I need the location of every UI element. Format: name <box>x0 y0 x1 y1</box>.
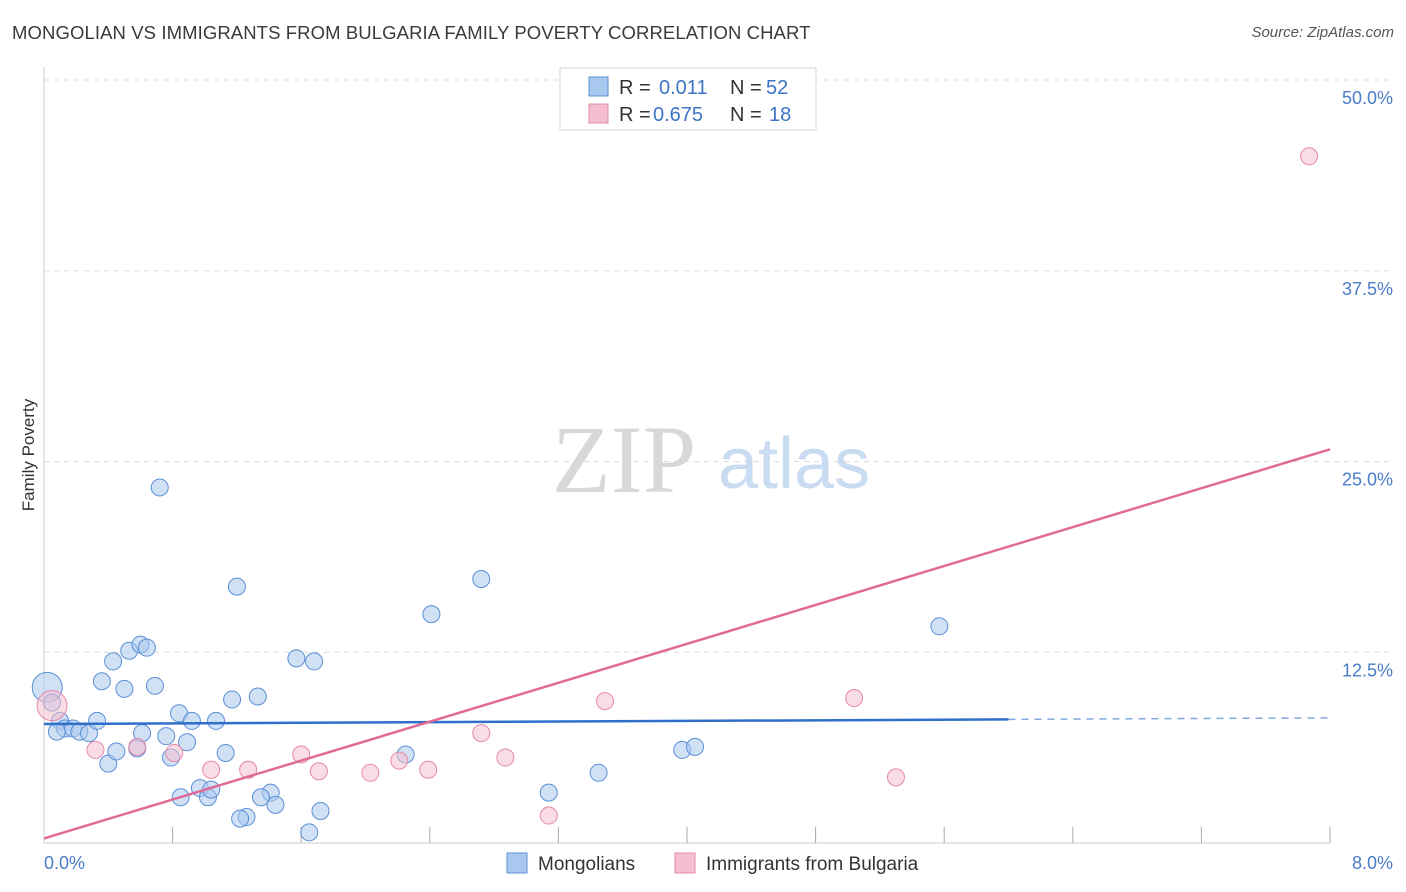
legend-r-value-2: 0.675 <box>653 104 703 126</box>
mongolian-point-35 <box>305 652 324 671</box>
mongolian-point-46 <box>589 763 608 782</box>
mongolian-point-49 <box>930 617 949 636</box>
bulgaria-point-4 <box>202 760 221 779</box>
x-tick-label-1: 8.0% <box>1352 853 1393 873</box>
y-tick-label-1: 25.0% <box>1342 470 1393 490</box>
mongolian-point-26 <box>216 743 235 762</box>
bulgaria-point-5 <box>239 760 258 779</box>
mongolian-point-25 <box>207 711 226 730</box>
bulgaria-trend-line <box>43 448 1331 840</box>
legend-n-value-2: 18 <box>769 104 791 126</box>
legend-n-value-1: 52 <box>766 77 788 99</box>
bulgaria-point-13 <box>539 806 558 825</box>
mongolians-trend-line <box>43 718 1009 726</box>
chart-title: MONGOLIAN VS IMMIGRANTS FROM BULGARIA FA… <box>12 22 811 43</box>
x-tick-labels: 0.0% 8.0% <box>44 853 1393 873</box>
legend-swatch-pink <box>588 103 609 124</box>
mongolian-point-50 <box>252 788 271 807</box>
y-tick-labels: 12.5% 25.0% 37.5% 50.0% <box>1342 88 1393 680</box>
top-legend: R = 0.011 N = 52 R = 0.675 N = 18 <box>559 67 817 131</box>
mongolians-trend-extension <box>1008 717 1331 721</box>
bulgaria-point-9 <box>390 751 409 770</box>
mongolian-point-34 <box>300 823 319 842</box>
mongolian-point-36 <box>311 801 330 820</box>
mongolian-point-27 <box>223 690 242 709</box>
mongolian-point-10 <box>104 652 123 671</box>
mongolian-point-43 <box>422 605 441 624</box>
legend-swatch-blue <box>588 76 609 97</box>
bulgaria-point-2 <box>128 737 147 756</box>
mongolian-point-15 <box>145 676 164 695</box>
mongolian-point-14 <box>137 638 156 657</box>
bulgaria-point-15 <box>845 689 864 708</box>
bulgaria-point-17 <box>1300 147 1319 166</box>
y-tick-label-0: 12.5% <box>1342 660 1393 680</box>
bottom-legend-mongolians: Mongolians <box>538 854 635 875</box>
bulgaria-point-10 <box>419 760 438 779</box>
bulgaria-point-0 <box>36 690 68 722</box>
mongolian-point-30 <box>248 687 267 706</box>
legend-r-label-1: R = <box>619 77 651 99</box>
mongolian-point-32 <box>266 795 285 814</box>
bulgaria-point-11 <box>472 724 491 743</box>
watermark-zip: ZIP <box>552 406 696 513</box>
bottom-legend: Mongolians Immigrants from Bulgaria <box>506 852 919 875</box>
mongolian-point-38 <box>107 742 126 761</box>
bulgaria-point-1 <box>86 740 105 759</box>
mongolian-point-45 <box>539 783 558 802</box>
bulgaria-points <box>36 147 1319 825</box>
mongolians-points <box>31 478 949 842</box>
y-axis-label: Family Poverty <box>19 398 38 511</box>
mongolian-point-7 <box>88 711 107 730</box>
mongolian-point-44 <box>472 570 491 589</box>
y-tick-label-2: 37.5% <box>1342 279 1393 299</box>
legend-r-value-1: 0.011 <box>659 77 708 99</box>
bulgaria-point-3 <box>165 743 184 762</box>
mongolian-point-33 <box>287 649 306 668</box>
mongolian-point-17 <box>157 727 176 746</box>
bulgaria-point-14 <box>596 692 615 711</box>
mongolian-point-11 <box>115 679 134 698</box>
source-credit: Source: ZipAtlas.com <box>1251 24 1394 41</box>
bottom-legend-swatch-blue <box>506 852 528 874</box>
mongolian-point-9 <box>92 672 111 691</box>
x-tick-label-0: 0.0% <box>44 853 85 873</box>
mongolian-point-20 <box>178 733 197 752</box>
mongolian-point-8 <box>47 722 66 741</box>
mongolian-point-16 <box>150 478 169 497</box>
mongolian-point-51 <box>231 809 250 828</box>
legend-r-label-2: R = <box>619 104 651 126</box>
y-tick-label-3: 50.0% <box>1342 88 1393 108</box>
bulgaria-point-8 <box>361 763 380 782</box>
watermark-atlas: atlas <box>718 424 870 504</box>
bulgaria-point-12 <box>496 748 515 767</box>
legend-n-label-1: N = <box>730 77 762 99</box>
bulgaria-point-16 <box>886 768 905 787</box>
grid-lines <box>44 79 1392 653</box>
mongolian-point-48 <box>686 737 705 756</box>
legend-n-label-2: N = <box>730 104 762 126</box>
mongolian-point-28 <box>227 577 246 596</box>
mongolian-point-21 <box>182 711 201 730</box>
trend-lines <box>43 448 1331 840</box>
bottom-legend-bulgaria: Immigrants from Bulgaria <box>706 854 919 875</box>
bottom-legend-swatch-pink <box>674 852 696 874</box>
bulgaria-point-7 <box>309 762 328 781</box>
